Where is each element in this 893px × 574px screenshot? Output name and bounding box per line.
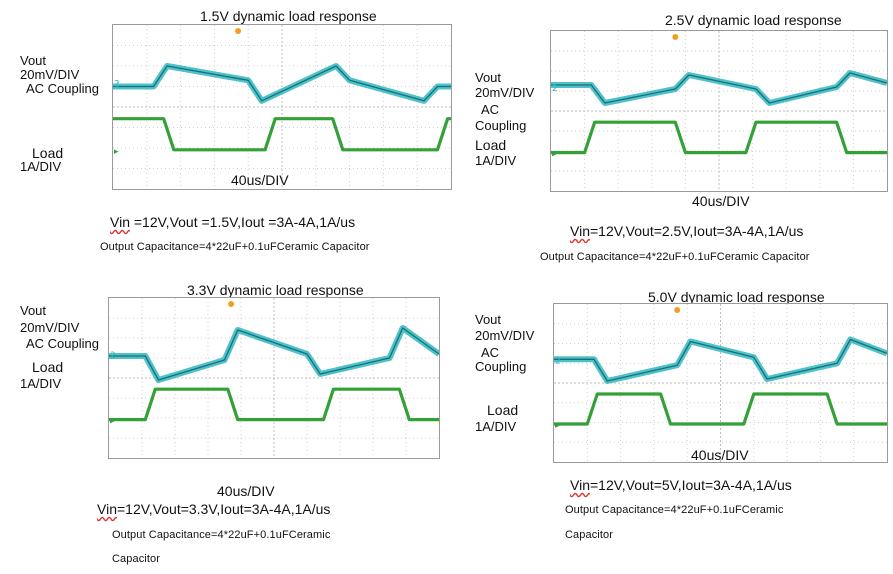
load-channel-marker: ▸ [114,147,119,157]
panel-title: 3.3V dynamic load response [187,282,364,298]
output-capacitance: Output Capacitance=4*22uF+0.1uFCeramic C… [540,251,810,263]
vout-label: Vout [20,303,47,318]
vout-trace [113,65,451,102]
panel-title: 1.5V dynamic load response [200,8,377,24]
coupling-label-line2: Coupling [475,359,527,374]
time-per-division: 40us/DIV [231,172,289,188]
oscilloscope-screen: 2 ▸ [112,24,452,190]
condition-rest: =12V,Vout=2.5V,Iout=3A-4A,1A/us [589,223,804,239]
oscilloscope-screen: 2 ▸ [553,303,888,463]
vout-trace [554,338,887,382]
vout-label: Vout [475,70,502,85]
condition-vin: Vin [570,477,590,493]
test-condition: Vin=12V,Vout=3.3V,Iout=3A-4A,1A/us [97,501,330,517]
scope-plot: 2▸ [113,25,451,189]
test-condition: Vin =12V,Vout =1.5V,Iout =3A-4A,1A/us [110,214,355,230]
vout-channel-marker: 2 [110,351,116,361]
load-trace [551,120,887,155]
vout-channel-marker: 2 [555,356,561,366]
load-label: Load [487,402,519,418]
trigger-marker [228,301,235,307]
scope-plot: 2▸ [554,304,887,462]
condition-rest: =12V,Vout=5V,Iout=3A-4A,1A/us [589,477,792,493]
oscilloscope-screen: 2 ▸ [550,30,888,192]
vout-scale: 20mV/DIV [20,320,80,335]
coupling-label-line1: AC [481,345,500,360]
load-scale: 1A/DIV [20,376,62,391]
load-channel-marker: ▸ [552,150,557,160]
scope-plot: 2▸ [109,298,439,458]
vout-scale: 20mV/DIV [20,67,80,82]
test-condition: Vin=12V,Vout=5V,Iout=3A-4A,1A/us [570,477,792,493]
load-trace [554,392,887,426]
load-trace [109,387,439,422]
panel-2-5v: 2.5V dynamic load response Vout 20mV/DIV… [450,0,890,287]
coupling-label-line1: AC [481,102,500,117]
panel-1-5v: 1.5V dynamic load response Vout 20mV/DIV… [0,0,452,287]
vout-label: Vout [475,312,502,327]
coupling-label: AC Coupling [26,336,99,351]
output-capacitance-line1: Output Capacitance=4*22uF+0.1uFCeramic [112,529,331,541]
panel-3-3v: 3.3V dynamic load response Vout 20mV/DIV… [0,282,440,574]
condition-vin: Vin [570,223,590,239]
panel-title: 2.5V dynamic load response [665,12,842,28]
load-scale: 1A/DIV [475,419,517,434]
condition-rest: =12V,Vout=3.3V,Iout=3A-4A,1A/us [116,501,331,517]
trigger-marker [235,28,242,34]
scope-plot: 2▸ [551,31,887,191]
coupling-label: AC Coupling [26,81,99,96]
time-per-division: 40us/DIV [217,483,275,499]
test-condition: Vin=12V,Vout=2.5V,Iout=3A-4A,1A/us [570,223,803,239]
load-scale: 1A/DIV [475,153,517,168]
time-per-division: 40us/DIV [691,447,749,463]
load-label: Load [32,359,64,375]
condition-vin: Vin [97,501,117,517]
vout-scale: 20mV/DIV [475,85,535,100]
load-trace [113,117,451,152]
vout-scale: 20mV/DIV [475,328,535,343]
load-label: Load [32,145,64,161]
output-capacitance-line2: Capacitor [565,529,613,541]
oscilloscope-screen: 2 ▸ [108,297,440,459]
vout-channel-marker: 2 [114,79,120,89]
condition-vin: Vin [110,214,130,230]
panel-5-0v: 5.0V dynamic load response Vout 20mV/DIV… [450,287,890,574]
vout-trace [109,327,439,381]
load-label: Load [475,137,507,153]
trigger-marker [672,34,679,40]
vout-channel-marker: 2 [552,84,558,94]
time-per-division: 40us/DIV [692,193,750,209]
output-capacitance-line1: Output Capacitance=4*22uF+0.1uFCeramic [565,504,784,516]
output-capacitance: Output Capacitance=4*22uF+0.1uFCeramic C… [100,241,370,253]
load-scale: 1A/DIV [20,159,62,174]
coupling-label-line2: Coupling [475,118,527,133]
output-capacitance-line2: Capacitor [112,553,160,565]
load-channel-marker: ▸ [555,421,560,431]
vout-label: Vout [20,53,47,68]
condition-rest: =12V,Vout =1.5V,Iout =3A-4A,1A/us [129,214,356,230]
vout-trace [551,72,887,104]
panel-title: 5.0V dynamic load response [648,289,825,305]
load-channel-marker: ▸ [110,417,115,427]
trigger-marker [674,307,681,313]
